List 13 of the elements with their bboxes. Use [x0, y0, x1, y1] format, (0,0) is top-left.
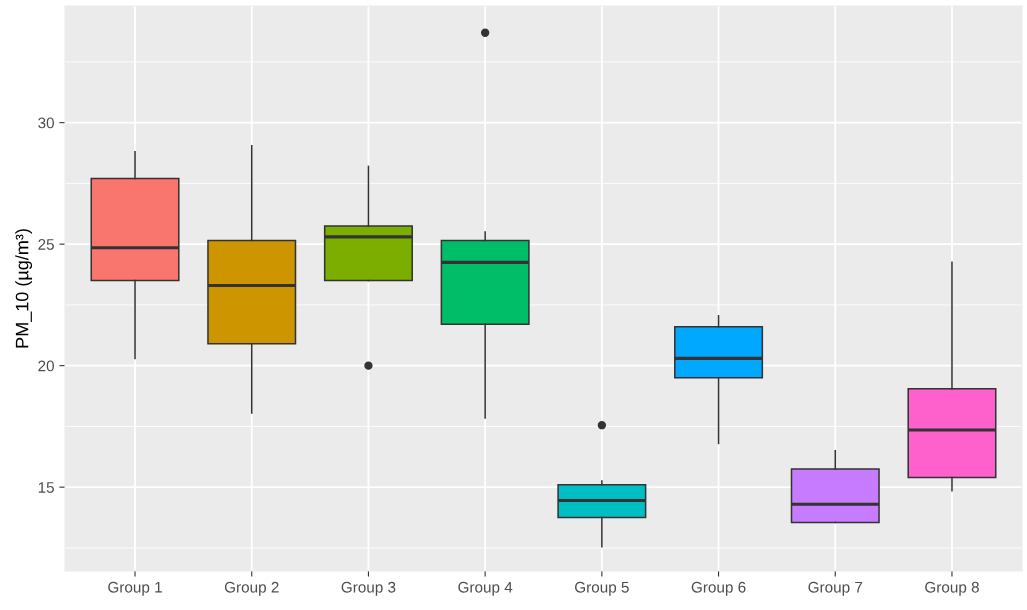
x-tick-label: Group 7 [808, 581, 863, 596]
x-tick-label: Group 1 [108, 581, 162, 596]
y-tick-label: 15 [38, 482, 54, 493]
y-axis-title: PM_10 (µg/m³) [15, 229, 33, 348]
y-tick-label: 20 [38, 360, 54, 372]
x-tick-label: Group 2 [224, 581, 279, 596]
y-tick-label: 30 [38, 117, 54, 129]
x-tick-label: Group 5 [575, 581, 629, 596]
y-tick-label: 25 [38, 239, 54, 250]
x-tick-label: Group 6 [691, 581, 746, 596]
x-tick-label: Group 8 [925, 581, 979, 596]
x-tick-label: Group 4 [458, 581, 513, 596]
x-tick-label: Group 3 [341, 581, 396, 596]
